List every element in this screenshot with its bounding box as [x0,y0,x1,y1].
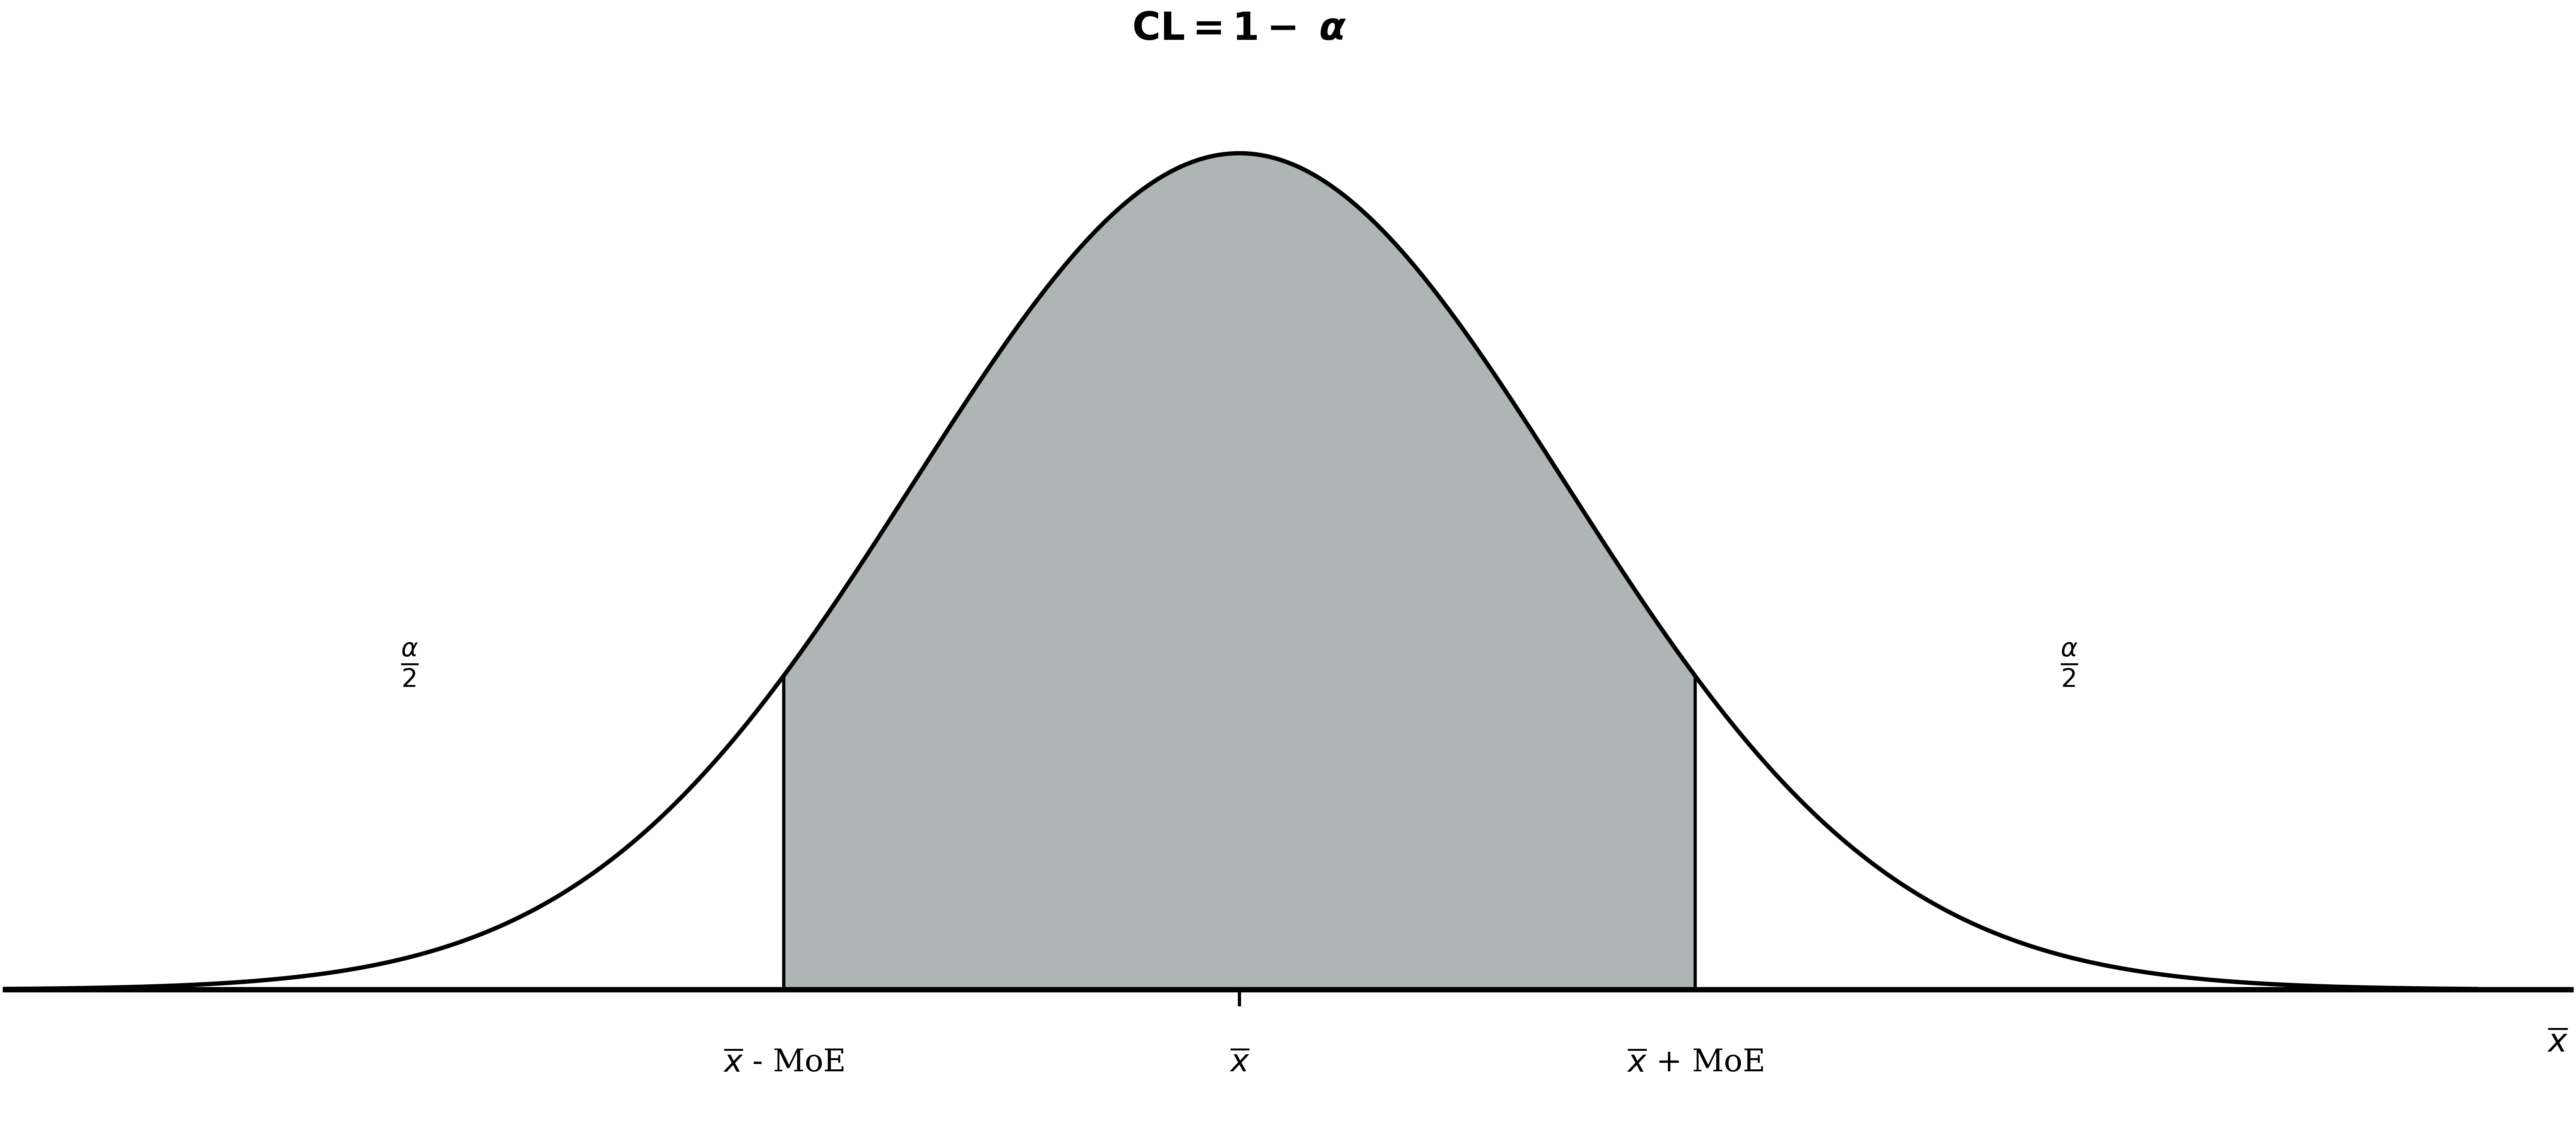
Text: $\overline{x}$: $\overline{x}$ [2548,1027,2568,1058]
Text: $\overline{x}$: $\overline{x}$ [1229,1048,1249,1079]
Text: $\overline{x}$ - MoE: $\overline{x}$ - MoE [724,1048,845,1079]
Text: $\overline{x}$ + MoE: $\overline{x}$ + MoE [1625,1048,1762,1079]
Text: $\mathbf{CL = 1 -}$ $\boldsymbol{\alpha}$: $\mathbf{CL = 1 -}$ $\boldsymbol{\alpha}… [1131,11,1347,48]
Text: $\frac{\alpha}{2}$: $\frac{\alpha}{2}$ [2061,641,2079,688]
Text: $\frac{\alpha}{2}$: $\frac{\alpha}{2}$ [402,641,417,688]
